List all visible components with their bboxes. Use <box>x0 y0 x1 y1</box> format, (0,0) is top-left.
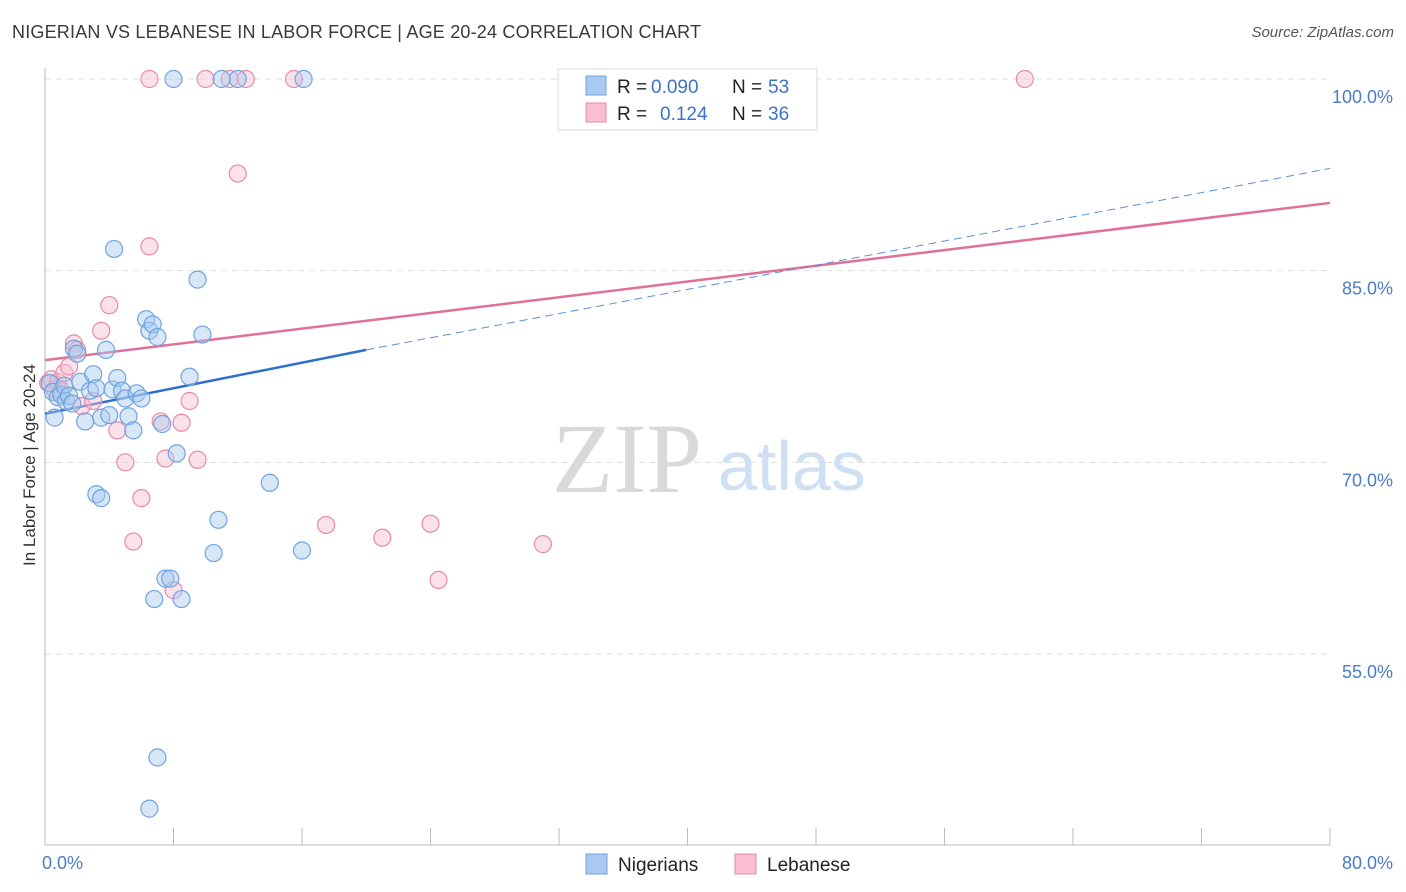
x-tick-label-1: 80.0% <box>1342 853 1393 873</box>
point-nigerians-46 <box>140 799 159 818</box>
point-nigerians-41 <box>228 69 247 89</box>
point-nigerians-23 <box>119 407 138 426</box>
point-lebanese-13 <box>108 421 127 440</box>
point-lebanese-17 <box>140 237 159 256</box>
trend-line-nigerians <box>44 348 367 416</box>
point-nigerians-49 <box>104 239 124 259</box>
point-nigerians-18 <box>100 405 119 425</box>
point-nigerians-12 <box>76 412 95 431</box>
axes <box>44 68 1331 846</box>
point-lebanese-28 <box>429 570 448 589</box>
point-nigerians-33 <box>161 569 180 588</box>
point-nigerians-44 <box>145 589 164 609</box>
point-lebanese-31 <box>196 69 215 89</box>
legend-r-value-1: 0.090 <box>651 77 699 98</box>
point-nigerians-8 <box>63 394 82 413</box>
point-nigerians-10 <box>68 344 87 363</box>
point-nigerians-48 <box>92 489 111 508</box>
legend-n-value-1: 53 <box>768 77 789 98</box>
point-lebanese-26 <box>373 528 392 547</box>
point-nigerians-2 <box>45 408 64 427</box>
point-nigerians-38 <box>193 325 212 344</box>
point-lebanese-16 <box>132 489 151 508</box>
point-nigerians-22 <box>116 389 135 408</box>
point-nigerians-40 <box>209 510 228 529</box>
y-tick-labels: 100.0% 85.0% 70.0% 55.0% <box>1332 87 1393 682</box>
point-lebanese-19 <box>156 449 175 468</box>
series-legend-label-lebanese: Lebanese <box>767 855 850 876</box>
legend-r-value-2: 0.124 <box>660 104 708 125</box>
point-lebanese-12 <box>100 296 119 315</box>
point-lebanese-25 <box>316 515 336 535</box>
point-lebanese-34 <box>284 69 304 89</box>
point-nigerians-34 <box>167 444 186 463</box>
point-nigerians-50 <box>164 69 183 89</box>
point-nigerians-42 <box>260 473 279 492</box>
point-nigerians-14 <box>84 365 103 384</box>
legend-n-label-2: N = <box>732 104 762 125</box>
y-tick-label-3: 55.0% <box>1342 662 1393 682</box>
legend-r-label-1: R = <box>617 77 647 98</box>
y-tick-label-2: 70.0% <box>1342 470 1393 490</box>
point-nigerians-52 <box>294 69 313 89</box>
point-nigerians-31 <box>153 414 172 434</box>
data-points <box>39 69 1034 818</box>
point-lebanese-22 <box>180 391 199 411</box>
point-lebanese-14 <box>116 453 135 472</box>
zipatlas-watermark: ZIP atlas <box>552 403 866 514</box>
point-lebanese-35 <box>1015 69 1034 89</box>
point-nigerians-30 <box>148 328 167 347</box>
point-lebanese-24 <box>228 164 247 183</box>
y-tick-label-1: 85.0% <box>1342 279 1393 299</box>
point-nigerians-24 <box>124 421 143 440</box>
point-lebanese-30 <box>140 69 159 89</box>
point-lebanese-29 <box>533 535 553 554</box>
legend-swatch-lebanese <box>585 102 607 123</box>
point-nigerians-19 <box>103 380 122 399</box>
point-nigerians-51 <box>212 69 231 89</box>
series-legend: Nigerians Lebanese <box>585 853 850 876</box>
point-nigerians-15 <box>87 379 106 398</box>
point-nigerians-32 <box>156 569 175 588</box>
trend-lines <box>44 167 1331 416</box>
point-nigerians-45 <box>148 748 167 767</box>
x-tick-labels: 0.0% 80.0% <box>42 853 1393 873</box>
trend-line-nigerians-extension <box>366 167 1331 351</box>
point-nigerians-43 <box>292 541 312 560</box>
point-nigerians-35 <box>172 589 191 609</box>
point-nigerians-36 <box>180 367 199 386</box>
watermark-zip-text: ZIP <box>552 403 702 514</box>
series-legend-swatch-nigerians <box>585 853 608 875</box>
legend-swatch-nigerians <box>585 75 607 96</box>
trend-line-lebanese <box>44 201 1331 362</box>
point-nigerians-26 <box>132 389 151 408</box>
point-nigerians-37 <box>188 270 207 289</box>
point-nigerians-17 <box>96 340 116 359</box>
legend-n-label-1: N = <box>732 77 762 98</box>
series-legend-swatch-lebanese <box>734 853 757 875</box>
point-lebanese-23 <box>188 450 207 469</box>
point-lebanese-15 <box>124 532 143 551</box>
y-tick-label-0: 100.0% <box>1332 87 1393 107</box>
point-lebanese-21 <box>172 413 191 432</box>
x-tick-label-0: 0.0% <box>42 853 83 873</box>
series-legend-label-nigerians: Nigerians <box>618 855 698 876</box>
legend-box: R = 0.090 N = 53 R = 0.124 N = 36 <box>557 68 818 131</box>
chart-title: NIGERIAN VS LEBANESE IN LABOR FORCE | AG… <box>12 22 702 42</box>
watermark-atlas-text: atlas <box>718 427 866 505</box>
point-lebanese-27 <box>421 514 440 533</box>
point-nigerians-25 <box>127 384 146 403</box>
point-nigerians-39 <box>204 543 223 563</box>
legend-r-label-2: R = <box>617 104 647 125</box>
point-nigerians-9 <box>64 339 84 358</box>
legend-n-value-2: 36 <box>768 104 789 125</box>
chart-source: Source: ZipAtlas.com <box>1251 24 1394 41</box>
point-lebanese-11 <box>92 321 111 340</box>
